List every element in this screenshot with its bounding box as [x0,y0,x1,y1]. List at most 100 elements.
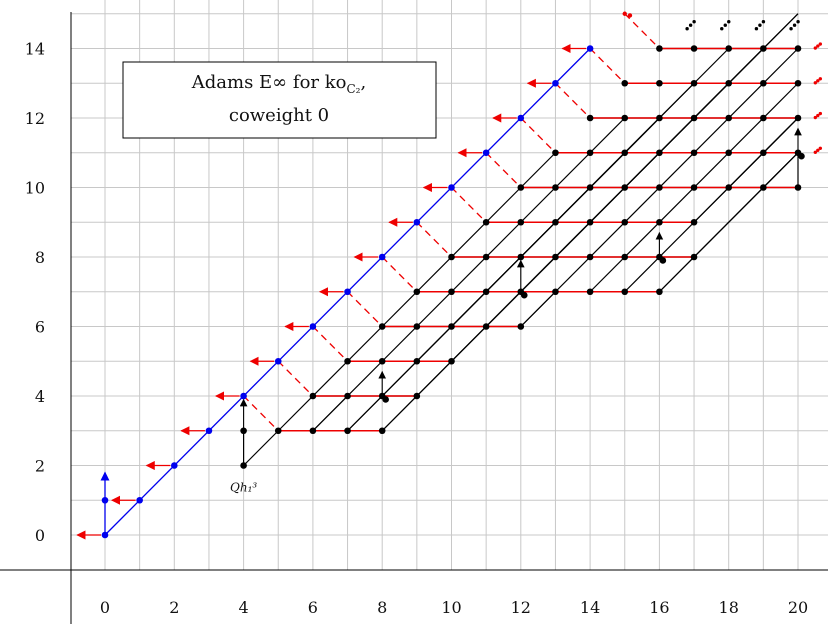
black-point [586,253,594,261]
continuation-dot [692,20,696,24]
red-dashed-differential [381,256,418,293]
black-point [794,184,802,191]
black-point [309,427,317,435]
black-point [725,79,732,87]
black-point [725,184,732,191]
black-point [448,253,455,261]
black-point [552,288,559,296]
black-segment [485,13,799,327]
blue-point [136,496,143,504]
black-point [413,357,421,365]
black-point [309,392,317,400]
x-tick-label: 12 [511,598,531,617]
continuation-dot [792,23,797,27]
black-point [656,149,663,157]
black-point [413,323,421,330]
x-tick-label: 2 [169,598,179,617]
blue-point [517,114,525,122]
black-point [656,45,663,52]
black-point [621,114,629,122]
continuation-dot [754,27,759,31]
black-point [690,114,698,122]
continuation-dot-red [813,150,818,154]
continuation-dot [727,20,731,24]
black-point [552,218,559,226]
continuation-dot [761,20,766,24]
y-tick-label: 14 [25,40,45,59]
black-segment [762,152,799,188]
continuation-dot-red [816,148,820,152]
x-tick-label: 10 [441,598,461,617]
black-point [760,184,767,191]
black-point [725,45,732,52]
red-point [622,11,627,16]
y-tick-label: 4 [35,387,45,406]
black-point [413,392,421,400]
black-point [656,114,663,122]
black-point [656,288,663,296]
black-segment [658,256,695,293]
y-tick-label: 8 [35,248,45,267]
black-point [690,149,698,157]
blue-point [378,253,386,261]
x-tick-label: 6 [308,598,318,617]
black-point [760,149,767,157]
black-point [517,218,525,226]
black-point [690,79,698,87]
continuation-dot [720,27,724,31]
continuation-dot-red [816,79,820,83]
chart-title-line-1: Adams E∞ for koC₂, [191,72,366,96]
red-dashed-differential [312,326,349,362]
x-tick-label: 4 [239,598,249,617]
y-tick-label: 0 [35,526,45,545]
black-point [760,45,767,52]
black-point [482,323,490,330]
blue-point [552,79,559,87]
x-tick-label: 16 [649,598,669,617]
black-point [448,288,455,296]
black-point [378,323,386,330]
black-point [240,462,247,469]
title-box-frame [122,61,437,139]
black-point [482,288,490,296]
blue-point [101,496,109,504]
red-dashed-differential [416,221,452,258]
black-point [760,79,767,87]
black-point [725,149,732,157]
black-point [690,45,698,52]
y-tick-label: 10 [25,179,45,198]
blue-point [586,45,594,52]
black-point [552,184,559,191]
black-point [794,45,802,52]
continuation-dot-red [813,46,818,50]
black-point [621,218,629,226]
axes [0,12,828,624]
black-point [621,288,629,296]
black-point [798,152,805,160]
black-point [586,218,594,226]
continuation-dot-red [818,42,823,46]
red-dashed-differential [451,187,487,223]
continuation-dot-red [816,113,820,118]
black-point [621,253,629,261]
red-dashed-differential [277,360,314,397]
black-point [413,288,421,296]
continuation-dot-red [813,81,818,85]
black-point [794,79,802,87]
chart-marks [76,11,823,540]
black-point [621,184,629,191]
black-point [552,253,559,261]
continuation-dot-red [818,77,823,81]
black-point [382,396,389,403]
blue-point [205,427,213,435]
black-point [448,323,455,330]
black-point [690,253,698,261]
title-box: Adams E∞ for koC₂, coweight 0 [122,61,437,139]
blue-point [344,288,351,296]
black-point [586,149,594,157]
continuation-dot-red [818,146,823,150]
black-point [517,253,525,261]
continuation-dot-red [816,44,820,48]
red-dashed-differential [554,82,591,119]
